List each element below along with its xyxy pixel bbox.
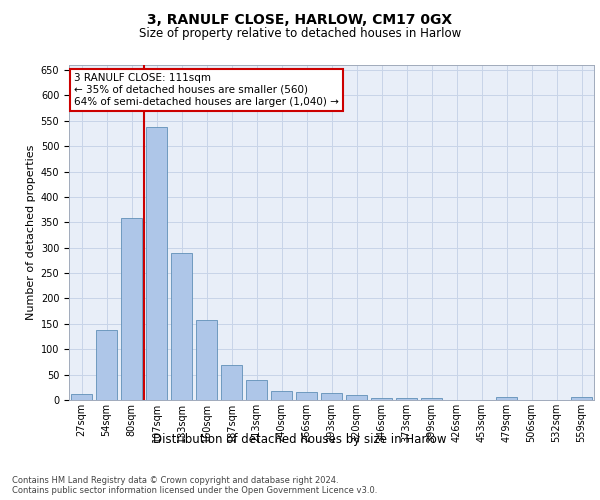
Bar [371,398,392,400]
Bar [296,392,317,400]
Bar [421,398,442,400]
Text: 3, RANULF CLOSE, HARLOW, CM17 0GX: 3, RANULF CLOSE, HARLOW, CM17 0GX [148,12,452,26]
Bar [146,128,167,400]
Bar [496,398,517,400]
Bar [71,394,92,400]
Text: 3 RANULF CLOSE: 111sqm
← 35% of detached houses are smaller (560)
64% of semi-de: 3 RANULF CLOSE: 111sqm ← 35% of detached… [74,74,339,106]
Text: Size of property relative to detached houses in Harlow: Size of property relative to detached ho… [139,28,461,40]
Bar [396,398,417,400]
Bar [96,330,117,400]
Bar [271,391,292,400]
Y-axis label: Number of detached properties: Number of detached properties [26,145,37,320]
Bar [121,218,142,400]
Bar [571,398,592,400]
Bar [171,253,192,400]
Text: Contains HM Land Registry data © Crown copyright and database right 2024.
Contai: Contains HM Land Registry data © Crown c… [12,476,377,495]
Bar [221,366,242,400]
Bar [246,380,267,400]
Bar [196,320,217,400]
Text: Distribution of detached houses by size in Harlow: Distribution of detached houses by size … [153,432,447,446]
Bar [321,394,342,400]
Bar [346,396,367,400]
